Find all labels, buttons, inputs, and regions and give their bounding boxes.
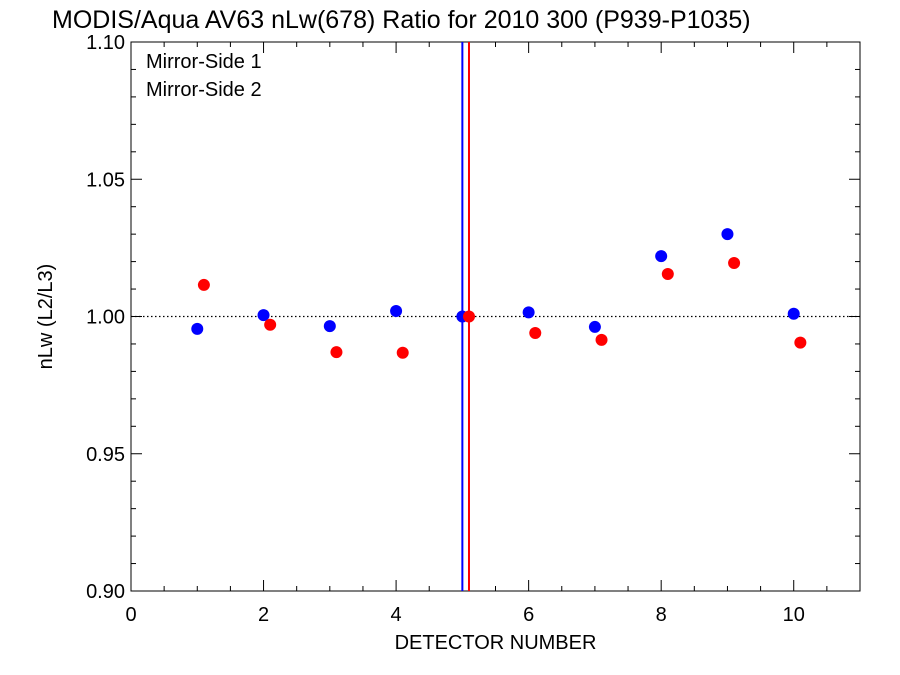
y-tick-label: 1.00 [86,307,125,329]
data-point-series-1 [787,307,800,320]
y-tick-label: 1.05 [86,169,125,191]
data-point-series-1 [191,322,204,335]
data-point-series-2 [595,333,608,346]
x-tick-label: 0 [125,604,136,626]
data-point-series-2 [728,256,741,269]
legend-mirror-side-1: Mirror-Side 1 [146,51,262,73]
x-tick-label: 4 [391,604,402,626]
data-point-series-2 [396,346,409,359]
legend-mirror-side-2: Mirror-Side 2 [146,79,262,101]
x-tick-label: 6 [523,604,534,626]
data-point-series-2 [264,318,277,331]
x-tick-label: 10 [783,604,805,626]
data-point-series-2 [197,278,210,291]
data-point-series-1 [257,309,270,322]
data-point-series-1 [655,250,668,263]
data-point-series-2 [661,267,674,280]
chart-title: MODIS/Aqua AV63 nLw(678) Ratio for 2010 … [52,6,751,34]
y-tick-label: 1.10 [86,32,125,54]
data-point-series-1 [721,228,734,241]
y-axis-label: nLw (L2/L3) [35,264,57,370]
data-point-series-2 [794,336,807,349]
x-tick-label: 8 [656,604,667,626]
data-point-series-2 [529,326,542,339]
data-point-series-1 [390,305,403,318]
y-tick-label: 0.95 [86,444,125,466]
x-axis-label: DETECTOR NUMBER [395,632,597,654]
data-point-series-2 [462,310,475,323]
data-point-series-1 [323,320,336,333]
plot-area [130,41,861,592]
data-point-series-2 [330,346,343,359]
data-point-series-1 [588,320,601,333]
y-tick-label: 0.90 [86,581,125,603]
x-tick-label: 2 [258,604,269,626]
data-point-series-1 [522,306,535,319]
